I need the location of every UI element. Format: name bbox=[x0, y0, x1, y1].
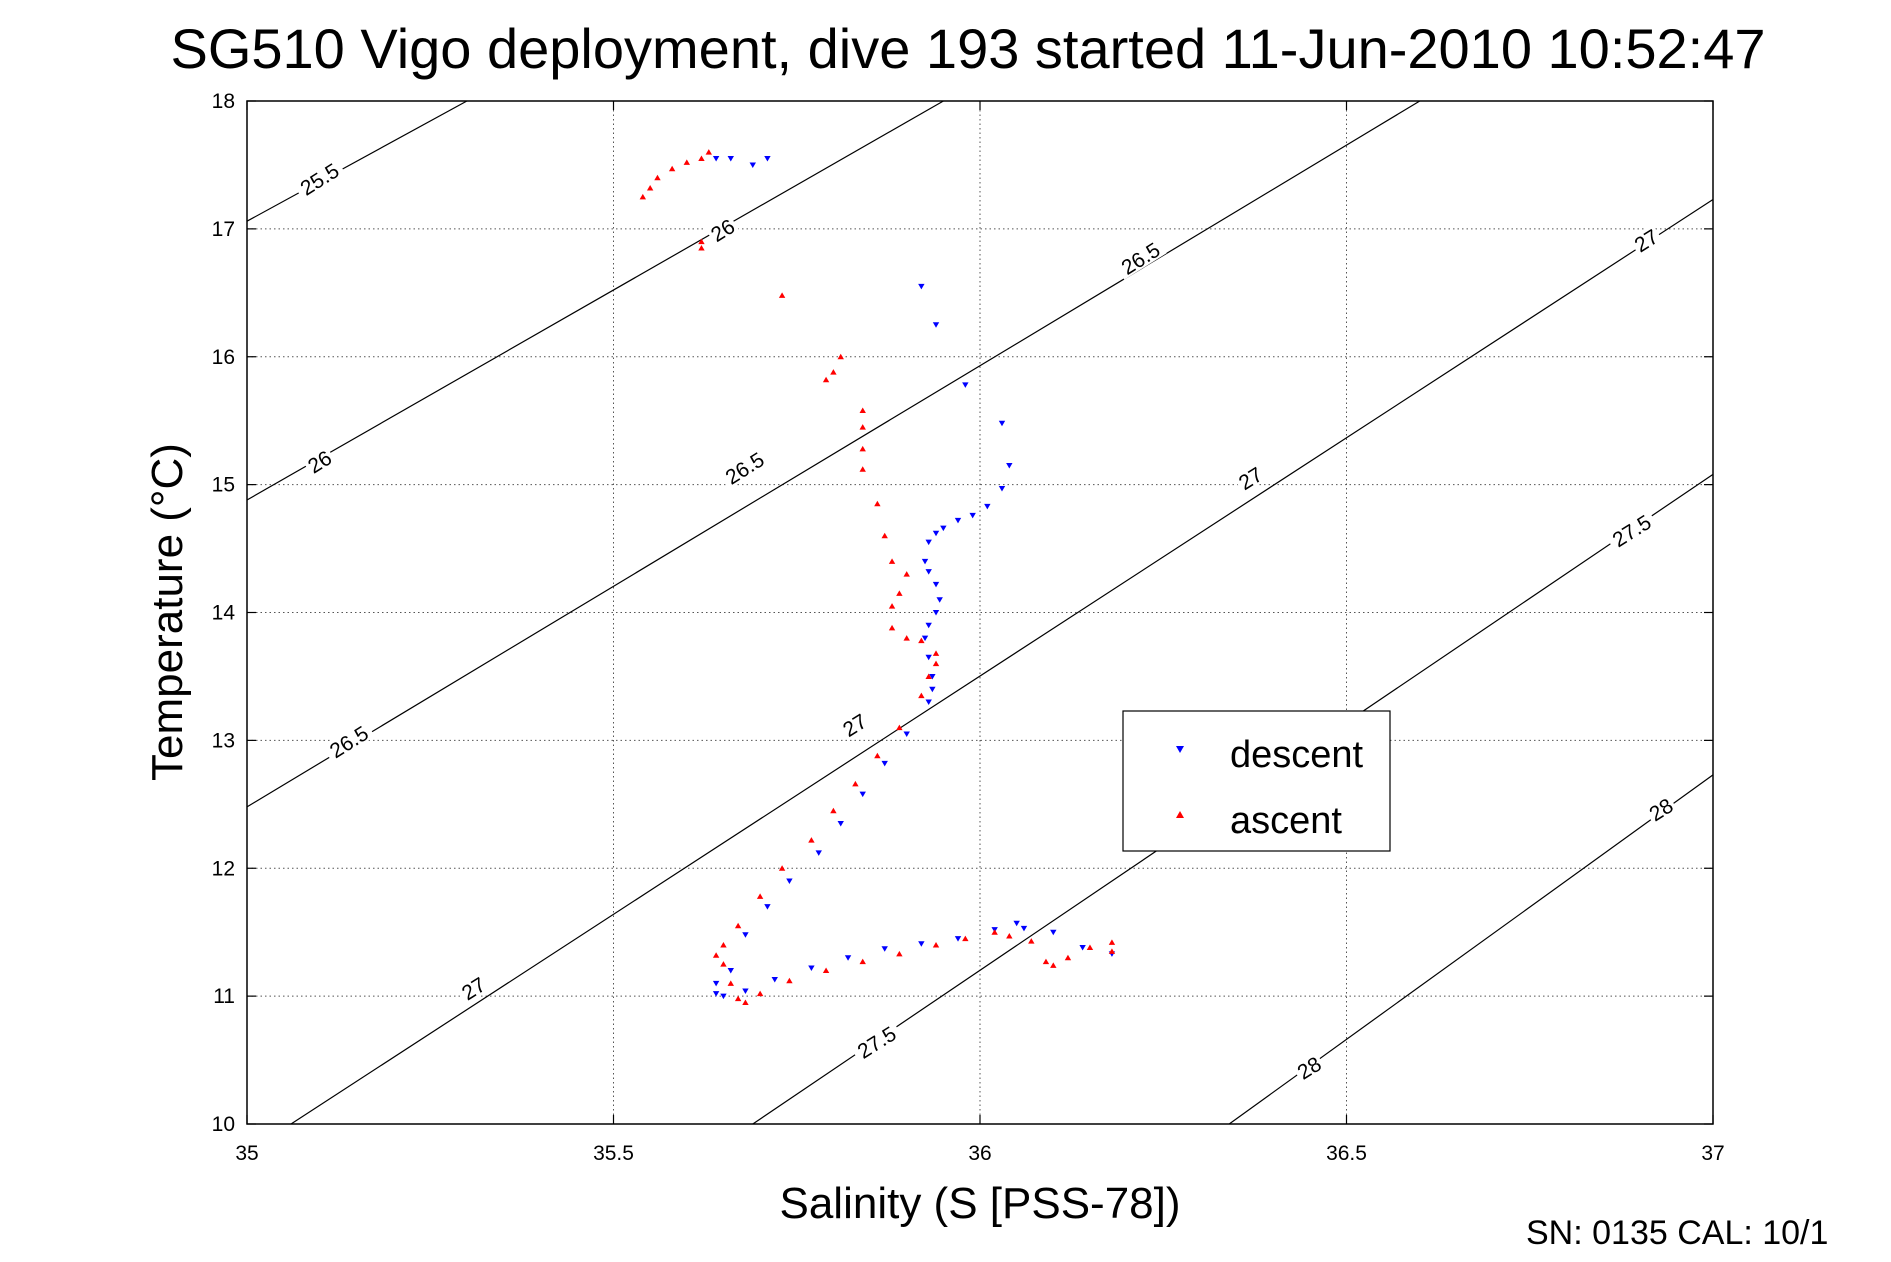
x-tick-label: 35.5 bbox=[593, 1142, 634, 1165]
x-tick-label: 36.5 bbox=[1326, 1142, 1367, 1165]
chart-title: SG510 Vigo deployment, dive 193 started … bbox=[170, 17, 1765, 80]
y-tick-label: 10 bbox=[212, 1113, 235, 1136]
footer-serial-calibration: SN: 0135 CAL: 10/1 bbox=[1526, 1214, 1828, 1252]
y-tick-label: 13 bbox=[212, 729, 235, 752]
y-tick-label: 15 bbox=[212, 474, 235, 497]
x-tick-label: 36 bbox=[968, 1142, 991, 1165]
y-axis-label: Temperature (°C) bbox=[143, 443, 192, 781]
y-tick-label: 12 bbox=[212, 857, 235, 880]
y-tick-label: 17 bbox=[212, 218, 235, 241]
x-tick-label: 35 bbox=[235, 1142, 258, 1165]
x-axis-label: Salinity (S [PSS-78]) bbox=[779, 1179, 1180, 1228]
legend-label-descent: descent bbox=[1230, 734, 1364, 776]
y-tick-label: 11 bbox=[213, 985, 235, 1008]
legend-label-ascent: ascent bbox=[1230, 800, 1342, 842]
x-tick-label: 37 bbox=[1701, 1142, 1724, 1165]
y-tick-label: 14 bbox=[212, 602, 236, 625]
y-tick-label: 16 bbox=[212, 346, 235, 369]
legend: descent ascent bbox=[1123, 711, 1390, 851]
y-tick-label: 18 bbox=[212, 90, 235, 113]
